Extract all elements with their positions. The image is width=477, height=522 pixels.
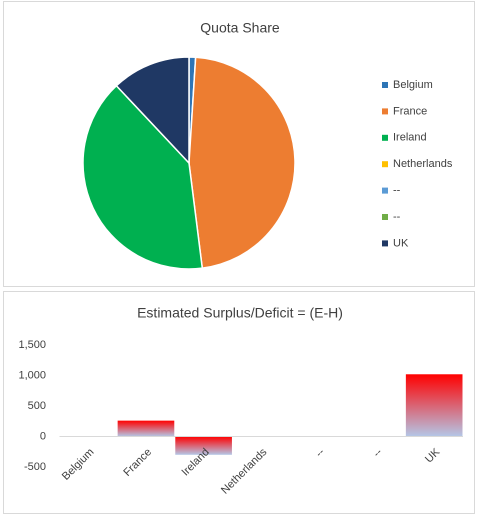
bar	[405, 374, 463, 437]
legend-label: --	[393, 185, 401, 197]
legend-label: Ireland	[393, 132, 427, 144]
y-tick-label: 1,000	[18, 369, 46, 381]
pie-slice	[115, 56, 190, 165]
legend-label: UK	[393, 237, 409, 249]
pie-title: Quota Share	[200, 20, 280, 36]
y-tick-label: 1,500	[18, 339, 46, 351]
bar	[175, 436, 232, 455]
legend-swatch	[382, 108, 388, 115]
pie-slice	[188, 56, 296, 270]
legend-swatch	[382, 214, 388, 220]
bar-panel	[3, 291, 475, 514]
pie-slice	[82, 84, 204, 270]
y-tick-label: 0	[40, 430, 46, 442]
legend-label: Netherlands	[393, 158, 453, 170]
y-tick-label: 500	[28, 400, 46, 412]
legend-swatch	[382, 240, 388, 247]
bar-title: Estimated Surplus/Deficit = (E-H)	[137, 305, 343, 321]
bar	[117, 420, 175, 437]
legend-swatch	[382, 82, 388, 88]
legend-label: France	[393, 105, 427, 117]
legend-label: Belgium	[393, 79, 433, 91]
legend-swatch	[382, 134, 388, 141]
y-tick-label: -500	[24, 461, 46, 473]
legend-swatch	[382, 187, 388, 194]
legend-swatch	[382, 161, 388, 168]
legend-label: --	[393, 211, 401, 223]
